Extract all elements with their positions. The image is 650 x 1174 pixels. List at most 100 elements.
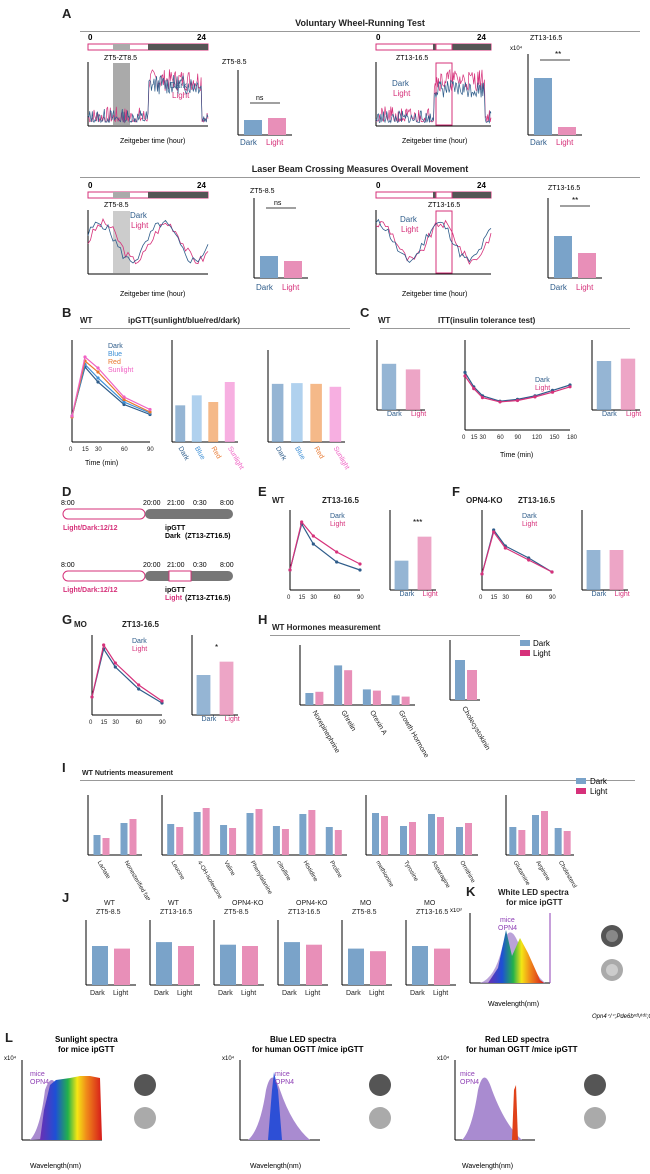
bar-category-label: Dark — [400, 591, 415, 598]
svg-text:x10³: x10³ — [450, 908, 462, 914]
bar-dark — [348, 948, 364, 985]
x-tick-label: 90 — [357, 595, 364, 601]
bar-light — [563, 831, 571, 855]
svg-text:ns: ns — [256, 95, 264, 102]
a-wheel-bar-night: ZT13-16.5 x10⁴ ** Dark Light — [510, 35, 582, 147]
svg-text:Zeitgeber time (hour): Zeitgeber time (hour) — [402, 291, 467, 298]
svg-text:for mice ipGTT: for mice ipGTT — [58, 1045, 115, 1054]
data-point — [550, 570, 554, 574]
svg-text:ZT5-8.5: ZT5-8.5 — [104, 202, 129, 209]
x-tick-label: 30 — [310, 595, 317, 601]
svg-text:24: 24 — [477, 33, 486, 42]
x-tick-label: 180 — [567, 435, 578, 441]
j-group-label: OPN4-KO — [296, 900, 328, 907]
a-wheel-bar-day: ZT5-8.5 ns Dark Light — [222, 59, 292, 147]
svg-text:Dark: Dark — [590, 777, 608, 786]
svg-text:(ZT13-ZT16.5): (ZT13-ZT16.5) — [185, 595, 231, 602]
c-auc-chart: Dark Light — [591, 340, 641, 418]
c-baseline-chart: Dark Light — [376, 340, 426, 418]
x-tick-label: 30 — [480, 435, 487, 441]
svg-text:0: 0 — [88, 181, 93, 190]
j-zt-label: ZT13-16.5 — [416, 909, 448, 916]
svg-text:24: 24 — [197, 181, 206, 190]
a-divider-1 — [80, 31, 640, 32]
bar-dark — [272, 826, 280, 855]
bar-category-label: Light — [411, 411, 426, 418]
k-title-1: White LED spectra — [498, 888, 569, 897]
x-tick-label: 0 — [89, 720, 93, 726]
bar-light — [344, 670, 353, 705]
bar-light — [178, 946, 194, 985]
svg-text:x10⁴: x10⁴ — [222, 1055, 235, 1062]
a-wheel-trace-night: 0 24 ZT13-16.5 Dark Light Zeitgeber time… — [375, 33, 492, 145]
svg-text:Dark: Dark — [535, 377, 550, 384]
svg-text:***: *** — [413, 518, 422, 527]
bar-category-label: Light — [615, 591, 630, 598]
h-divider — [270, 635, 520, 636]
svg-text:ZT13-16.5: ZT13-16.5 — [530, 35, 562, 42]
data-point — [472, 387, 476, 391]
d-schedule: 8:00 20:00 21:00 0:30 8:00 Light/Dark:12… — [61, 500, 234, 602]
svg-text:Dark: Dark — [108, 343, 123, 350]
data-point — [137, 687, 141, 691]
svg-text:Dark: Dark — [550, 283, 568, 292]
x-tick-label: 30 — [95, 447, 102, 453]
bar-dark — [391, 695, 400, 705]
svg-text:mice: mice — [460, 1071, 475, 1078]
data-point — [300, 520, 304, 524]
bar-light — [242, 946, 258, 985]
svg-text:OPN4: OPN4 — [275, 1079, 294, 1086]
bar-light — [409, 822, 416, 855]
b-glucose-chart: 0 15 30 60 90 Dark Blue Red Sunlight Time (m… — [69, 340, 154, 467]
j-group-label: OPN4-KO — [232, 900, 264, 907]
g-mo: MO — [74, 620, 87, 629]
bar-dark — [156, 942, 172, 985]
svg-text:0: 0 — [376, 33, 381, 42]
j-zt-label: ZT13-16.5 — [160, 909, 192, 916]
bar-light — [229, 828, 237, 855]
data-point — [70, 414, 74, 418]
x-tick-label: 150 — [550, 435, 561, 441]
svg-text:mice: mice — [500, 917, 515, 924]
svg-text:Time (min): Time (min) — [500, 452, 533, 459]
svg-text:0:30: 0:30 — [193, 500, 207, 507]
data-point — [122, 397, 126, 402]
bar-dark — [428, 814, 435, 855]
x-tick-label: 0 — [69, 447, 73, 453]
bar-category-label: Dark — [592, 591, 607, 598]
data-point — [550, 390, 555, 394]
x-tick-label: 30 — [112, 720, 119, 726]
svg-text:21:00: 21:00 — [167, 562, 185, 569]
svg-text:Wavelength(nm): Wavelength(nm) — [30, 1163, 81, 1170]
svg-text:Wavelength(nm): Wavelength(nm) — [462, 1163, 513, 1170]
bar-category-label: Dark — [346, 990, 361, 997]
svg-text:Zeitgeber time (hour): Zeitgeber time (hour) — [402, 138, 467, 145]
bar-dark — [299, 814, 307, 855]
bar-dark — [532, 815, 539, 855]
c-itt-chart: 0 15 30 60 90 120 150 180 Dark Light Time (min) — [462, 340, 578, 459]
bar-light — [372, 690, 381, 705]
f-auc-chart: Dark Light — [581, 510, 630, 598]
svg-text:Light/Dark:12/12: Light/Dark:12/12 — [63, 587, 118, 594]
data-point — [96, 380, 100, 384]
svg-text:Zeitgeber time (hour): Zeitgeber time (hour) — [120, 291, 185, 298]
svg-text:Dark: Dark — [240, 138, 258, 147]
data-point — [122, 395, 126, 399]
svg-text:for human OGTT /mice ipGTT: for human OGTT /mice ipGTT — [466, 1045, 578, 1054]
bar-light — [114, 948, 130, 985]
bar — [310, 383, 322, 442]
bar — [596, 361, 612, 410]
svg-text:20:00: 20:00 — [143, 562, 161, 569]
bar-light — [281, 829, 289, 855]
data-point — [96, 366, 100, 370]
a-header-laser: Laser Beam Crossing Measures Overall Mov… — [251, 164, 469, 174]
l-red-spectrum: Red LED spectra for human OGTT /mice ipG… — [437, 1035, 606, 1170]
svg-text:Dark: Dark — [256, 283, 274, 292]
bar-category-label: Dark — [218, 990, 233, 997]
data-point — [137, 683, 141, 687]
j-zt-label: ZT5-8.5 — [96, 909, 121, 916]
bar-category-label: Dark — [410, 990, 425, 997]
data-point — [498, 400, 502, 404]
